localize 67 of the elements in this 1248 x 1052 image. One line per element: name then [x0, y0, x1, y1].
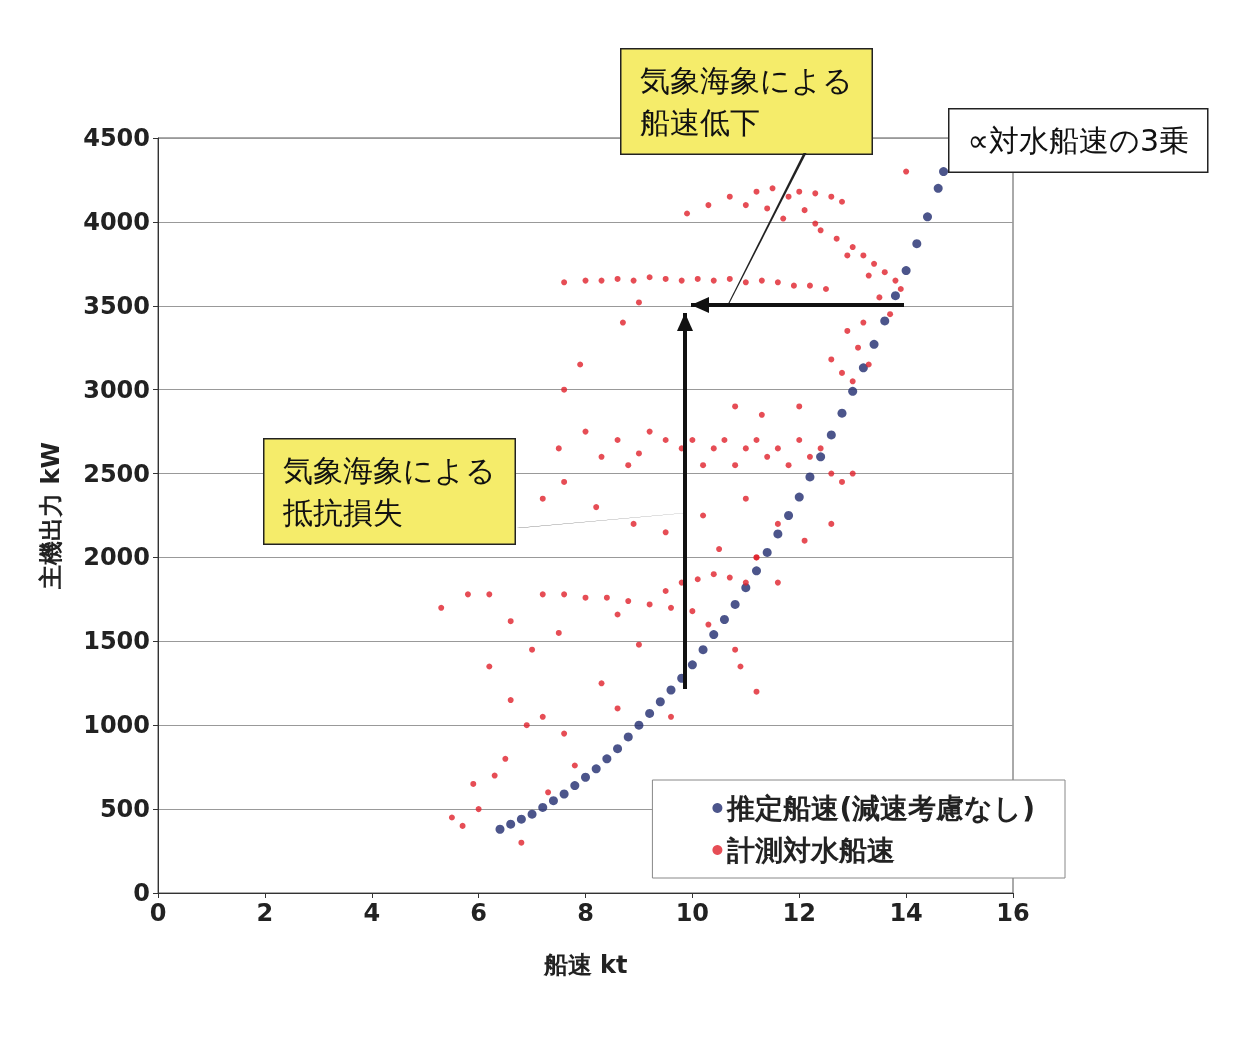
- point: [869, 339, 879, 349]
- y-tick-label: 1000: [83, 711, 150, 740]
- point: [645, 708, 655, 718]
- point: [805, 472, 815, 482]
- point: [655, 697, 665, 707]
- point: [719, 615, 729, 625]
- point: [762, 547, 772, 557]
- legend-label: 推定船速(減速考慮なし): [726, 791, 1035, 825]
- y-tick-label: 4000: [83, 207, 150, 236]
- x-axis-title: 船速 kt: [542, 951, 628, 979]
- point: [559, 789, 569, 799]
- point: [591, 764, 601, 774]
- point: [933, 183, 943, 193]
- annotation: 気象海象による船速低下: [639, 63, 853, 140]
- x-tick-label: 0: [149, 899, 167, 927]
- point: [527, 809, 537, 819]
- y-tick-label: 4500: [83, 124, 150, 152]
- x-tick-label: 14: [889, 899, 923, 927]
- legend-label: 計測対水船速: [726, 833, 896, 867]
- point: [730, 599, 740, 609]
- point: [848, 386, 858, 396]
- x-tick-label: 6: [470, 899, 487, 927]
- y-tick-label: 500: [99, 795, 150, 824]
- point: [506, 819, 516, 829]
- point: [602, 754, 612, 764]
- point: [570, 781, 580, 791]
- point: [709, 630, 719, 640]
- y-tick-label: 3500: [83, 291, 150, 320]
- point: [773, 529, 783, 539]
- x-tick-label: 12: [782, 899, 816, 927]
- y-tick-label: 3000: [83, 375, 150, 404]
- annotation: ∝対水船速の3乗: [967, 123, 1190, 158]
- point: [752, 566, 761, 576]
- point: [613, 744, 623, 754]
- point: [826, 430, 836, 440]
- point: [495, 824, 505, 834]
- x-tick-label: 16: [996, 899, 1030, 927]
- point: [858, 363, 868, 373]
- point: [687, 660, 697, 670]
- point: [901, 266, 911, 276]
- annotation: 気象海象による抵抗損失: [281, 453, 496, 530]
- x-tick-label: 10: [675, 899, 710, 927]
- y-axis-title: 主機出力 kW: [37, 442, 65, 590]
- point: [890, 291, 900, 301]
- point: [548, 796, 558, 806]
- point: [698, 645, 708, 655]
- y-tick-label: 1500: [83, 627, 150, 656]
- point: [939, 167, 949, 177]
- point: [880, 316, 890, 326]
- point: [538, 802, 548, 812]
- y-tick-label: 2000: [83, 543, 150, 572]
- point: [581, 772, 590, 782]
- point: [794, 492, 804, 502]
- point: [837, 408, 847, 418]
- point: [816, 452, 826, 462]
- x-tick-label: 4: [363, 899, 381, 927]
- y-tick-label: 0: [133, 879, 150, 907]
- point: [516, 814, 526, 824]
- point: [666, 685, 676, 695]
- point: [912, 239, 922, 249]
- point: [634, 720, 644, 730]
- x-tick-label: 2: [256, 899, 274, 927]
- point: [923, 212, 932, 222]
- point: [623, 732, 633, 742]
- y-tick-label: 2500: [83, 459, 150, 488]
- x-tick-label: 8: [577, 899, 594, 927]
- point: [784, 511, 794, 520]
